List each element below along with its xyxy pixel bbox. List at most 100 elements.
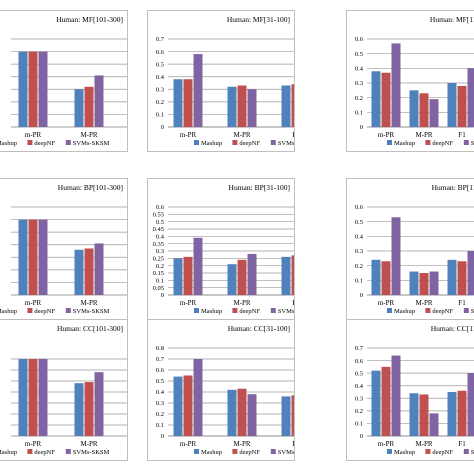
bar-svms-sksm-m-pr [94, 372, 104, 436]
bar-mashup-f1 [447, 83, 457, 127]
bar-deepnf-m-pr [84, 382, 94, 436]
y-tick-label: 0 [360, 124, 363, 131]
category-label: m-PR [378, 131, 395, 139]
bar-svms-sksm-m-pr [193, 359, 203, 436]
bar-deepnf-m-pr [381, 72, 391, 127]
category-label: F1 [458, 131, 466, 139]
bar-svms-sksm-m-pr [193, 237, 203, 295]
category-label: m-PR [180, 131, 197, 139]
bar-deepnf-m-pr [28, 51, 38, 128]
bar-mashup-m-pr [173, 376, 183, 436]
y-tick-label: 0.5 [156, 378, 164, 385]
bar-svms-sksm-m-pr [391, 355, 401, 436]
legend-label: deepNF [239, 308, 260, 315]
legend-swatch [194, 449, 199, 454]
bar-deepnf-f1 [291, 84, 294, 127]
bar-mashup-m-pr [18, 359, 28, 436]
y-tick-label: 0.1 [156, 278, 164, 285]
y-tick-label: 0.4 [156, 389, 165, 396]
bar-deepnf-m-pr [419, 93, 429, 127]
y-tick-label: 0.4 [156, 234, 165, 241]
bar-deepnf-f1 [457, 85, 467, 127]
bar-mashup-m-pr [173, 79, 183, 127]
chart-panel-cc-11-30: Human: CC[11-30] 0 0.1 0.2 0.3 0.4 0.5 0.6 0.7 m-… [346, 319, 474, 461]
legend-swatch [387, 308, 392, 313]
bar-svms-sksm-m-pr [193, 54, 203, 128]
chart-title: Human: CC[31-100] [228, 324, 290, 333]
bar-mashup-m-pr [173, 258, 183, 295]
y-tick-label: 0.3 [156, 86, 164, 93]
chart-panel-bp-31-100: Human: BP[31-100] 0 0.05 0.1 0.15 0.2 0.25 0.3 0… [147, 178, 295, 320]
y-tick-label: 0.6 [355, 204, 364, 211]
legend-label: deepNF [432, 449, 453, 456]
category-label: m-PR [25, 440, 42, 448]
bar-svms-sksm-m-pr [94, 75, 104, 127]
bar-mashup-m-pr [74, 383, 84, 436]
legend-swatch [463, 140, 469, 145]
y-tick-label: 0.1 [355, 421, 363, 428]
y-tick-label: 0.1 [156, 112, 164, 119]
y-tick-label: 0.5 [156, 61, 164, 68]
legend-swatch [65, 308, 71, 313]
bar-deepnf-m-pr [381, 261, 391, 295]
bar-mashup-m-pr [409, 393, 419, 436]
legend-swatch [270, 140, 276, 145]
bar-svms-sksm-m-pr [429, 271, 439, 295]
bar-mashup-m-pr [227, 389, 237, 436]
y-tick-label: 0.05 [153, 285, 164, 292]
y-tick-label: 0.5 [355, 51, 363, 58]
legend-label: SVMs-SKSM [278, 308, 295, 315]
legend-label: Mashup [201, 308, 222, 315]
category-label: F1 [292, 440, 295, 448]
y-tick-label: 0.1 [355, 110, 363, 117]
legend-swatch [425, 308, 431, 313]
y-tick-label: 0.5 [355, 219, 363, 226]
bar-deepnf-m-pr [183, 375, 193, 436]
y-tick-label: 0.6 [156, 204, 165, 211]
y-tick-label: 0 [360, 433, 363, 440]
legend-swatch [463, 308, 469, 313]
category-label: M-PR [80, 299, 97, 307]
bar-deepnf-m-pr [183, 256, 193, 295]
category-label: F1 [292, 299, 295, 307]
legend-label: Mashup [0, 449, 17, 456]
legend-swatch [194, 308, 199, 313]
chart-panel-bp-101-300: Human: BP[101-300]m-PRM-PRF1ACCMashupdee… [0, 178, 128, 320]
y-tick-label: 0.2 [355, 263, 363, 270]
bar-mashup-m-pr [371, 370, 381, 436]
legend-label: deepNF [239, 140, 260, 147]
bar-mashup-f1 [281, 256, 291, 295]
y-tick-label: 0.15 [153, 270, 164, 277]
chart-panel-mf-11-30: Human: MF[11-30]00.10.20.30.40.50.6m-PRM… [346, 10, 474, 152]
bar-mashup-f1 [281, 396, 291, 436]
legend-swatch [463, 449, 469, 454]
chart-title: Human: CC[11-30] [431, 324, 474, 333]
chart-panel-cc-101-300: Human: CC[101-300]m-PRM-PRF1ACCMashupdee… [0, 319, 128, 461]
chart-svg: Human: MF[101-300]m-PRM-PRF1ACCMashupdee… [0, 15, 127, 147]
bar-deepnf-f1 [457, 390, 467, 436]
y-tick-label: 0.35 [153, 241, 164, 248]
chart-panel-cc-31-100: Human: CC[31-100] 0 0.1 0.2 0.3 0.4 0.5 0.6 0.7 0… [147, 319, 295, 461]
bar-deepnf-m-pr [28, 359, 38, 436]
y-tick-label: 0.3 [355, 80, 363, 87]
chart-svg: Human: CC[11-30] 0 0.1 0.2 0.3 0.4 0.5 0.6 0.7 m-… [355, 324, 474, 456]
chart-title: Human: BP[31-100] [229, 183, 290, 192]
legend-label: SVMs-SKSM [73, 449, 110, 456]
y-tick-label: 0 [161, 433, 164, 440]
legend-swatch [425, 449, 431, 454]
bar-svms-sksm-m-pr [38, 359, 48, 436]
category-label: M-PR [233, 299, 250, 307]
category-label: M-PR [80, 131, 97, 139]
y-tick-label: 0.3 [355, 248, 363, 255]
bar-mashup-f1 [447, 259, 457, 295]
bar-mashup-m-pr [227, 264, 237, 295]
bar-svms-sksm-m-pr [94, 243, 104, 295]
category-label: m-PR [180, 440, 197, 448]
bar-mashup-m-pr [74, 249, 84, 295]
legend-swatch [387, 140, 392, 145]
bar-svms-sksm-m-pr [391, 43, 401, 127]
legend-swatch [232, 449, 238, 454]
category-label: F1 [458, 440, 466, 448]
chart-svg: Human: MF[11-30]00.10.20.30.40.50.6m-PRM… [355, 15, 474, 147]
